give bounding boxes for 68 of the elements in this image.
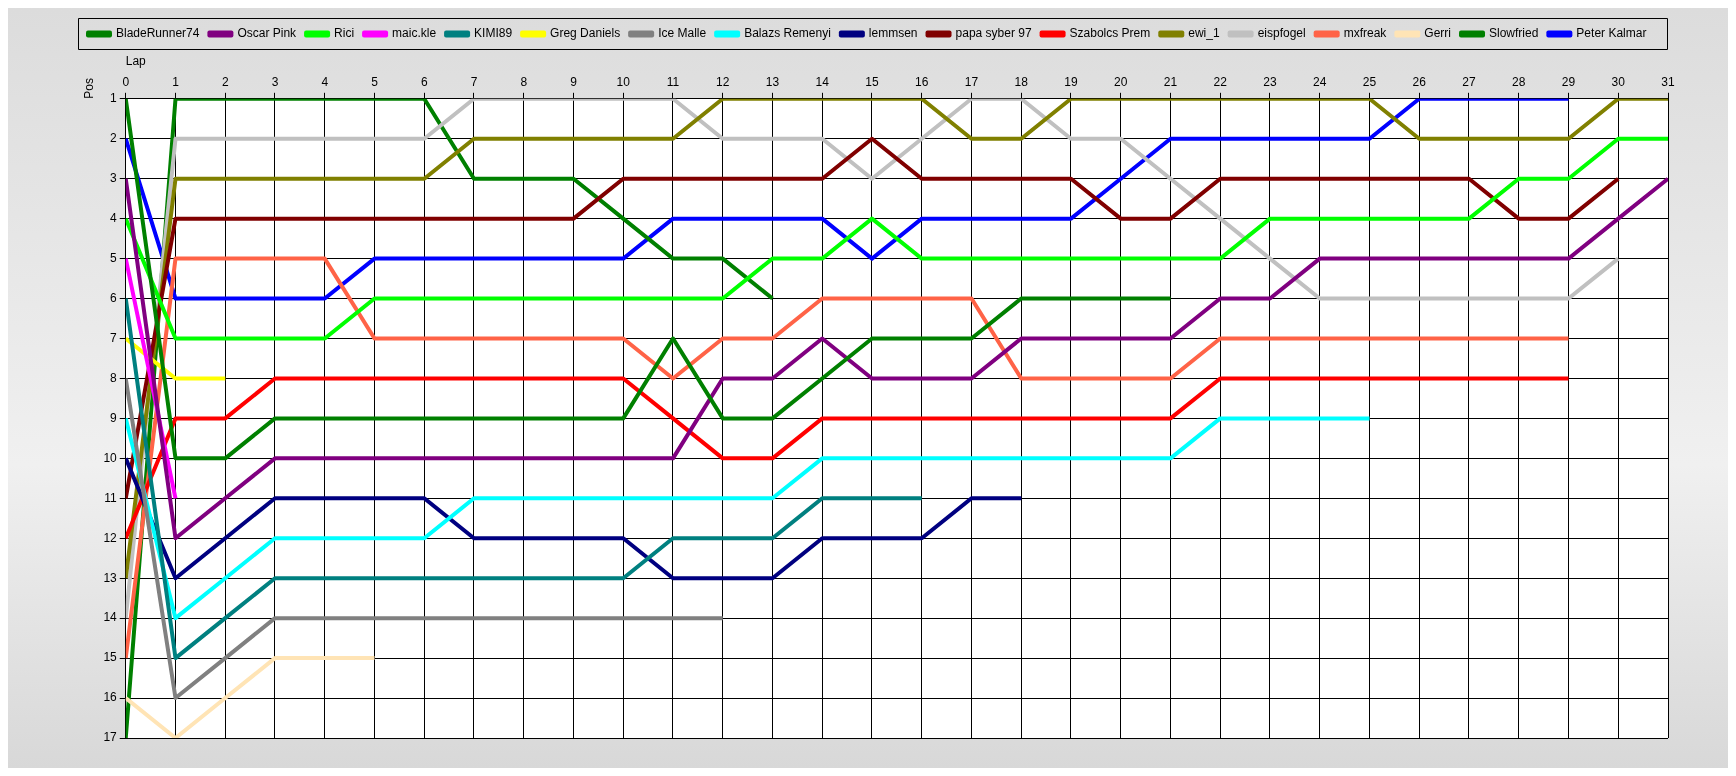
legend-label: ewi_1 [1188, 26, 1220, 41]
legend-label: Oscar Pink [237, 26, 298, 41]
legend-label: eispfogel [1257, 26, 1306, 41]
y-tick-label: 13 [103, 570, 118, 585]
x-tick-label: 20 [1114, 74, 1128, 89]
x-tick-label: 14 [815, 74, 830, 89]
x-tick-label: 6 [420, 74, 428, 89]
legend-label: Gerri [1424, 26, 1452, 41]
x-tick-label: 16 [915, 74, 929, 89]
legend-label: Szabolcs Prem [1069, 26, 1151, 41]
y-tick-label: 10 [103, 450, 118, 465]
y-tick-label: 11 [104, 490, 118, 505]
y-tick-label: 4 [110, 210, 118, 225]
legend-label: Ice Malle [658, 26, 707, 41]
x-tick-label: 1 [172, 74, 180, 89]
y-tick-label: 2 [110, 131, 118, 146]
legend-label: KIMI89 [474, 26, 513, 41]
x-tick-label: 19 [1064, 74, 1078, 89]
legend-label: Rici [334, 26, 355, 41]
legend-label: lemmsen [868, 26, 918, 41]
x-tick-label: 31 [1661, 74, 1675, 89]
x-tick-label: 10 [616, 74, 631, 89]
legend-label: mxfreak [1343, 26, 1388, 41]
x-axis-title: Lap [125, 53, 147, 68]
x-tick-label: 2 [221, 74, 229, 89]
x-tick-label: 22 [1213, 74, 1228, 89]
x-tick-label: 17 [964, 74, 979, 89]
x-tick-label: 13 [765, 74, 780, 89]
y-tick-label: 6 [110, 290, 118, 305]
y-tick-label: 3 [110, 171, 118, 186]
x-tick-label: 29 [1561, 74, 1576, 89]
x-tick-label: 26 [1412, 74, 1427, 89]
x-tick-label: 4 [321, 74, 329, 89]
legend-label: Peter Kalmar [1576, 26, 1647, 41]
x-tick-label: 23 [1263, 74, 1277, 89]
y-axis-title: Pos [81, 78, 96, 99]
x-tick-label: 0 [122, 74, 130, 89]
y-tick-label: 15 [103, 650, 118, 665]
x-tick-label: 15 [865, 74, 879, 89]
x-tick-label: 21 [1163, 74, 1178, 89]
x-tick-label: 24 [1313, 74, 1327, 89]
x-tick-label: 8 [520, 74, 528, 89]
y-tick-label: 1 [110, 91, 118, 106]
x-tick-label: 18 [1014, 74, 1029, 89]
y-tick-label: 14 [103, 610, 118, 625]
legend-label: papa syber 97 [955, 26, 1032, 41]
legend-label: BladeRunner74 [116, 26, 200, 41]
legend-label: Balazs Remenyi [744, 26, 831, 41]
legend-label: Slowfried [1489, 26, 1539, 41]
x-tick-label: 9 [570, 74, 578, 89]
y-tick-label: 12 [103, 530, 118, 545]
x-tick-label: 30 [1611, 74, 1626, 89]
legend-label: maic.kle [392, 26, 437, 41]
y-tick-label: 17 [103, 730, 118, 745]
x-tick-label: 3 [271, 74, 279, 89]
x-tick-label: 28 [1512, 74, 1526, 89]
y-tick-label: 5 [110, 250, 118, 265]
x-tick-label: 27 [1462, 74, 1476, 89]
x-tick-label: 11 [666, 74, 680, 89]
y-tick-label: 8 [110, 370, 118, 385]
legend-label: Greg Daniels [550, 26, 621, 41]
y-tick-label: 9 [110, 410, 118, 425]
y-tick-label: 16 [103, 690, 118, 705]
x-tick-label: 5 [371, 74, 379, 89]
x-tick-label: 25 [1362, 74, 1377, 89]
y-tick-label: 7 [110, 330, 118, 345]
x-tick-label: 7 [470, 74, 478, 89]
x-tick-label: 12 [716, 74, 730, 89]
